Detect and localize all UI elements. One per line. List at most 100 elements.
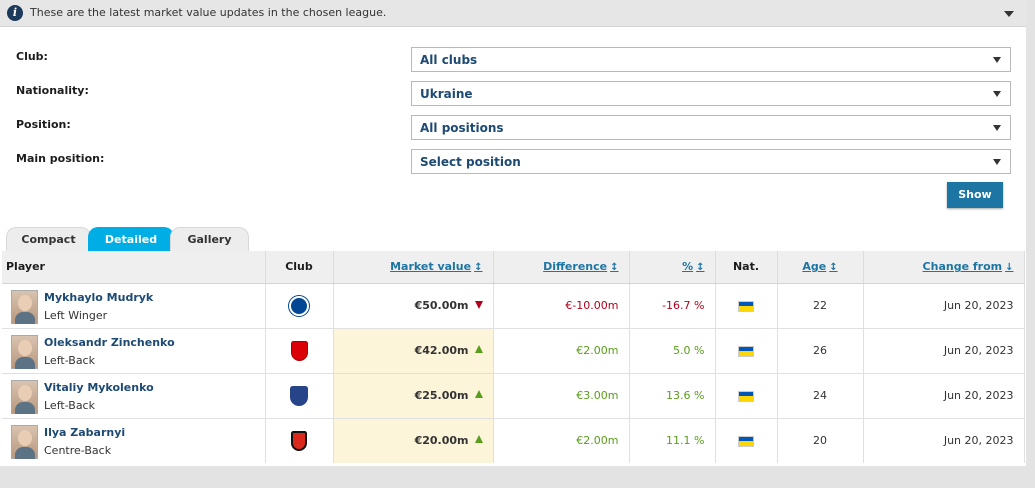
header-percent-label: %	[682, 260, 694, 274]
trend-up-icon	[474, 435, 483, 444]
age-cell: 20	[777, 418, 864, 463]
header-club: Club	[265, 251, 334, 284]
sort-icon: ↕	[696, 262, 705, 274]
age-cell: 26	[777, 328, 864, 374]
player-photo[interactable]	[11, 334, 38, 369]
player-photo[interactable]	[11, 424, 38, 459]
change-from-cell: Jun 20, 2023	[863, 418, 1025, 463]
position-filter-label: Position:	[16, 118, 71, 131]
age-cell: 24	[777, 373, 864, 419]
difference-cell: €-10.00m	[493, 283, 630, 329]
percent-cell: 5.0 %	[629, 328, 716, 374]
player-position: Left-Back	[44, 398, 95, 412]
bournemouth-crest-icon[interactable]	[291, 430, 307, 451]
trend-up-icon	[474, 390, 483, 398]
player-photo[interactable]	[11, 289, 38, 324]
market-value-cell: €25.00m	[333, 373, 494, 419]
position-select-value: All positions	[420, 121, 504, 135]
market-value-cell: €20.00m	[333, 418, 494, 463]
market-value: €42.00m	[414, 344, 469, 357]
header-change-from-label: Change from	[922, 260, 1003, 274]
main-position-select[interactable]: Select position	[411, 149, 1011, 174]
player-name-link[interactable]: Mykhaylo Mudryk	[44, 290, 154, 304]
nationality-select-value: Ukraine	[420, 87, 473, 101]
club-filter-label: Club:	[16, 50, 48, 63]
chevron-down-icon	[993, 57, 1001, 63]
tab-compact[interactable]: Compact	[6, 227, 91, 251]
change-from-cell: Jun 20, 2023	[863, 328, 1025, 374]
ukraine-flag-icon	[738, 390, 754, 402]
show-button[interactable]: Show	[947, 182, 1003, 208]
position-select[interactable]: All positions	[411, 115, 1011, 140]
header-difference[interactable]: Difference ↕	[493, 251, 630, 284]
player-position: Centre-Back	[44, 443, 112, 457]
player-name-link[interactable]: Ilya Zabarnyi	[44, 425, 126, 439]
header-change-from[interactable]: Change from ↓	[863, 251, 1025, 284]
info-icon: i	[7, 5, 23, 21]
market-value: €20.00m	[414, 434, 469, 448]
player-cell: Ilya Zabarnyi Centre-Back	[2, 418, 266, 463]
difference-cell: €2.00m	[493, 328, 630, 374]
collapse-arrow-icon[interactable]	[1004, 11, 1014, 17]
change-from-cell: Jun 20, 2023	[863, 283, 1025, 329]
market-value-panel: i These are the latest market value upda…	[0, 0, 1026, 466]
tab-detailed[interactable]: Detailed	[88, 227, 174, 251]
info-bar: i These are the latest market value upda…	[0, 0, 1026, 27]
player-name-link[interactable]: Vitaliy Mykolenko	[44, 380, 154, 394]
everton-crest-icon[interactable]	[290, 385, 308, 406]
nationality-cell	[715, 373, 778, 419]
arsenal-crest-icon[interactable]	[290, 340, 308, 361]
player-cell: Oleksandr Zinchenko Left-Back	[2, 328, 266, 374]
header-difference-label: Difference	[543, 260, 608, 274]
ukraine-flag-icon	[738, 435, 754, 447]
tab-gallery[interactable]: Gallery	[170, 227, 249, 251]
difference-cell: €2.00m	[493, 418, 630, 463]
header-age-label: Age	[802, 260, 827, 274]
nationality-cell	[715, 418, 778, 463]
player-cell: Mykhaylo Mudryk Left Winger	[2, 283, 266, 329]
club-cell	[265, 418, 334, 463]
header-percent[interactable]: % ↕	[629, 251, 716, 284]
trend-up-icon	[474, 345, 483, 353]
player-photo[interactable]	[11, 379, 38, 414]
header-market-value[interactable]: Market value ↕	[333, 251, 494, 284]
chelsea-crest-icon[interactable]	[289, 295, 309, 316]
table-row: Ilya Zabarnyi Centre-Back €20.00m €2.00m…	[2, 418, 1025, 463]
header-nationality: Nat.	[715, 251, 778, 284]
player-cell: Vitaliy Mykolenko Left-Back	[2, 373, 266, 419]
player-position: Left-Back	[44, 353, 95, 367]
header-market-value-label: Market value	[390, 260, 472, 274]
chevron-down-icon	[993, 159, 1001, 165]
nationality-select[interactable]: Ukraine	[411, 81, 1011, 106]
trend-down-icon	[474, 301, 483, 309]
nationality-cell	[715, 328, 778, 374]
market-value-table: Player Club Market value ↕ Difference ↕ % ↕…	[2, 251, 1025, 463]
club-select-value: All clubs	[420, 53, 478, 67]
percent-cell: 13.6 %	[629, 373, 716, 419]
market-value: €25.00m	[414, 389, 469, 402]
difference-cell: €3.00m	[493, 373, 630, 419]
club-cell	[265, 328, 334, 374]
header-age[interactable]: Age ↕	[777, 251, 864, 284]
table-row: Oleksandr Zinchenko Left-Back €42.00m €2…	[2, 328, 1025, 374]
sort-icon: ↕	[829, 262, 838, 274]
sort-desc-icon: ↓	[1005, 262, 1014, 274]
player-name-link[interactable]: Oleksandr Zinchenko	[44, 335, 175, 349]
ukraine-flag-icon	[738, 345, 754, 357]
chevron-down-icon	[993, 125, 1001, 131]
chevron-down-icon	[993, 91, 1001, 97]
percent-cell: 11.1 %	[629, 418, 716, 463]
market-value-cell: €42.00m	[333, 328, 494, 374]
percent-cell: -16.7 %	[629, 283, 716, 329]
nationality-cell	[715, 283, 778, 329]
header-player: Player	[2, 251, 266, 284]
table-row: Vitaliy Mykolenko Left-Back €25.00m €3.0…	[2, 373, 1025, 419]
player-position: Left Winger	[44, 308, 108, 322]
nationality-filter-label: Nationality:	[16, 84, 89, 97]
club-select[interactable]: All clubs	[411, 47, 1011, 72]
ukraine-flag-icon	[738, 300, 754, 312]
market-value: €50.00m	[414, 299, 469, 312]
age-cell: 22	[777, 283, 864, 329]
market-value-cell: €50.00m	[333, 283, 494, 329]
info-text: These are the latest market value update…	[30, 6, 387, 19]
